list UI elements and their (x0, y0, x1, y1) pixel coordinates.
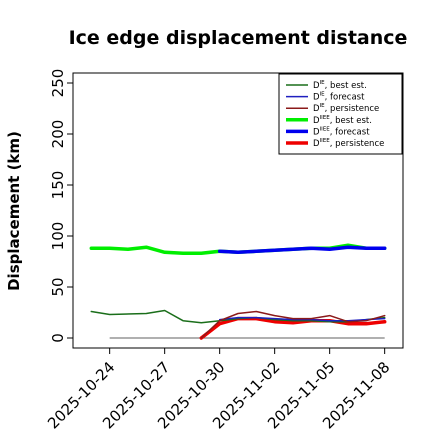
y-tick-label: 200 (49, 120, 67, 149)
legend-label: DIE, best est. (313, 80, 367, 91)
legend-label: DIE, forecast (313, 92, 365, 103)
legend-label: DIIEE, persistence (313, 138, 384, 149)
series-line (217, 245, 387, 255)
legend-box (278, 73, 403, 155)
plot-frame (72, 72, 404, 349)
y-tick-label: 150 (49, 171, 67, 200)
legend-label: DIE, persistence (313, 103, 379, 114)
y-tick-label: 0 (49, 333, 67, 343)
legend-label: DIIEE, best est. (313, 115, 372, 126)
y-axis-label: Displacement (km) (5, 131, 23, 291)
y-tick-label: 50 (49, 277, 67, 296)
legend-label: DIIEE, forecast (313, 126, 370, 137)
series-line (199, 316, 387, 340)
chart-title: Ice edge displacement distance (69, 27, 408, 49)
x-axis: 2025-10-242025-10-272025-10-302025-11-02… (44, 348, 393, 432)
y-tick-label: 100 (49, 222, 67, 251)
series-line (200, 310, 386, 339)
series-line (218, 316, 386, 322)
series-layer (89, 243, 387, 340)
y-axis: 0 50 100 150 200 250 (49, 69, 73, 343)
y-tick-label: 250 (49, 69, 67, 98)
